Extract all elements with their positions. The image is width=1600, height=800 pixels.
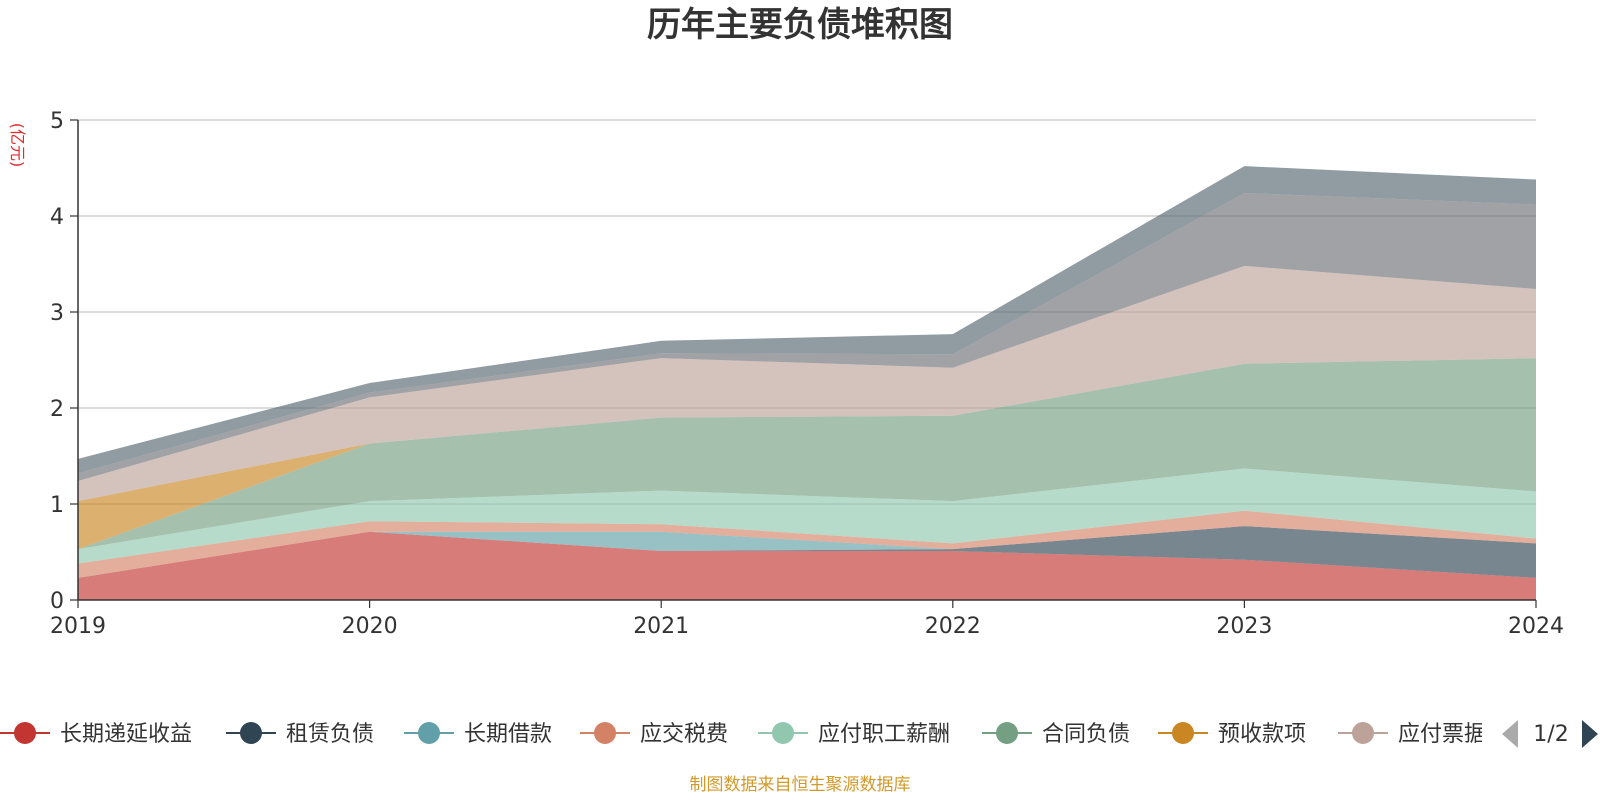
area-series-2 bbox=[78, 526, 1536, 578]
y-tick-label: 0 bbox=[50, 589, 64, 614]
legend-next-icon[interactable] bbox=[1582, 720, 1598, 748]
y-tick-label: 3 bbox=[50, 301, 64, 326]
legend-marker bbox=[772, 722, 794, 744]
x-tick-label: 2020 bbox=[342, 614, 398, 639]
y-tick-label: 4 bbox=[50, 205, 64, 230]
x-tick-label: 2019 bbox=[50, 614, 106, 639]
legend-marker bbox=[14, 722, 36, 744]
area-series-9 bbox=[78, 193, 1536, 481]
area-series-10 bbox=[78, 166, 1536, 474]
area-series-6 bbox=[78, 358, 1536, 550]
source-note: 制图数据来自恒生聚源数据库 bbox=[690, 775, 911, 795]
legend-item-4[interactable]: 应交税费 bbox=[580, 722, 728, 747]
legend-marker bbox=[594, 722, 616, 744]
y-tick-label: 1 bbox=[50, 493, 64, 518]
legend-marker bbox=[240, 722, 262, 744]
area-series-5 bbox=[78, 468, 1536, 564]
legend-marker bbox=[1172, 722, 1194, 744]
legend-label: 合同负债 bbox=[1042, 722, 1130, 747]
legend-item-6[interactable]: 合同负债 bbox=[982, 722, 1130, 747]
legend-label: 预收款项 bbox=[1218, 722, 1306, 747]
legend[interactable]: 长期递延收益 租赁负债 长期借款 应交税费 应付职工薪酬 合同负债 预收款项 应付票据 1/2 bbox=[0, 705, 1600, 761]
x-tick-label: 2021 bbox=[633, 614, 689, 639]
legend-item-2[interactable]: 租赁负债 bbox=[226, 722, 374, 747]
x-tick-label: 2023 bbox=[1216, 614, 1272, 639]
legend-marker bbox=[418, 722, 440, 744]
chart-title: 历年主要负债堆积图 bbox=[647, 5, 953, 45]
legend-page-indicator: 1/2 bbox=[1533, 722, 1568, 747]
legend-label: 长期借款 bbox=[464, 722, 552, 747]
legend-prev-icon[interactable] bbox=[1502, 720, 1518, 748]
legend-label: 应付职工薪酬 bbox=[818, 722, 950, 747]
legend-item-5[interactable]: 应付职工薪酬 bbox=[758, 722, 950, 747]
legend-clip bbox=[1482, 705, 1600, 761]
legend-item-7[interactable]: 预收款项 bbox=[1158, 722, 1306, 747]
y-tick-label: 5 bbox=[50, 109, 64, 134]
legend-label: 长期递延收益 bbox=[60, 722, 192, 747]
area-series-4 bbox=[78, 510, 1536, 578]
legend-item-1[interactable]: 长期递延收益 bbox=[0, 722, 192, 747]
area-series bbox=[78, 166, 1536, 600]
legend-label: 应付票据 bbox=[1398, 722, 1486, 747]
x-tick-label: 2024 bbox=[1508, 614, 1564, 639]
legend-item-3[interactable]: 长期借款 bbox=[404, 722, 552, 747]
y-axis-unit: (亿元) bbox=[8, 123, 27, 168]
legend-label: 租赁负债 bbox=[286, 722, 374, 747]
legend-item-8[interactable]: 应付票据 bbox=[1338, 722, 1486, 747]
legend-label: 应交税费 bbox=[640, 722, 728, 747]
y-tick-label: 2 bbox=[50, 397, 64, 422]
axes: 0 1 2 3 4 5 2019 2020 2021 2022 2023 2024 bbox=[50, 109, 1564, 639]
legend-marker bbox=[1352, 722, 1374, 744]
x-tick-label: 2022 bbox=[925, 614, 981, 639]
area-series-1 bbox=[78, 531, 1536, 600]
legend-marker bbox=[996, 722, 1018, 744]
area-series-8 bbox=[78, 265, 1536, 502]
